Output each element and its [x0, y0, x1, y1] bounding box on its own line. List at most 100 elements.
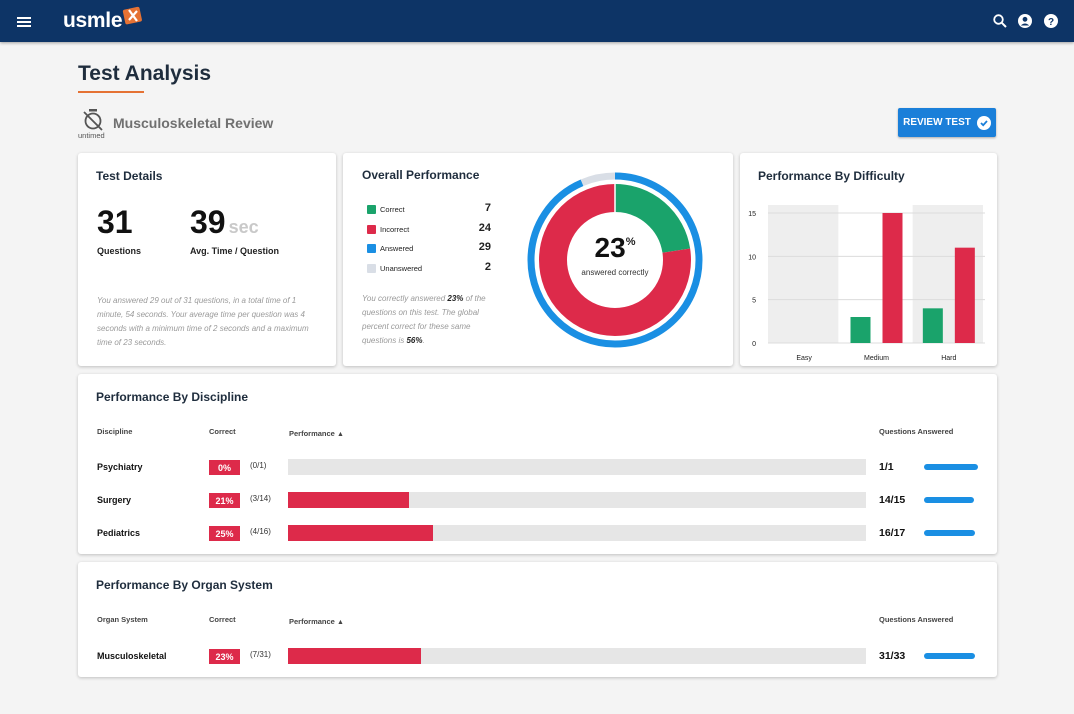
test-summary-text: You answered 29 out of 31 questions, in …	[97, 296, 309, 347]
percent-correct-badge: 0%	[209, 460, 240, 475]
questions-answered-count: 31/33	[879, 650, 906, 662]
difficulty-bar-chart: 0 5 10 15 Easy Medium Hard	[748, 205, 985, 362]
legend-swatch	[367, 264, 376, 273]
y-tick-label: 10	[748, 254, 756, 261]
legend-label: Correct	[380, 205, 405, 214]
answered-bar-track	[924, 497, 978, 503]
organ-system-title: Performance By Organ System	[96, 578, 273, 592]
discipline-title: Performance By Discipline	[96, 390, 249, 404]
page-title: Test Analysis	[78, 62, 212, 85]
organ-correct-col-header[interactable]: Correct	[209, 615, 236, 624]
percent-correct-badge: 21%	[209, 493, 240, 508]
correct-fraction: (4/16)	[250, 527, 271, 536]
account-icon[interactable]	[1017, 13, 1033, 29]
note-middle: of the questions on this test. The globa…	[362, 294, 486, 345]
svg-text:?: ?	[1048, 17, 1054, 28]
category-band	[768, 205, 839, 343]
performance-bar-fill	[288, 525, 433, 541]
performance-col-label: Performance	[289, 429, 335, 438]
search-icon[interactable]	[992, 13, 1008, 29]
test-details-card	[78, 153, 336, 366]
legend-label: Unanswered	[380, 264, 423, 273]
logo-text: usmle	[63, 9, 123, 32]
test-details-title: Test Details	[96, 169, 163, 183]
discipline-col-header[interactable]: Discipline	[97, 427, 133, 436]
avg-time: 39 sec	[190, 204, 259, 241]
legend-item-answered: Answered 29	[367, 241, 491, 255]
correct-col-header[interactable]: Correct	[209, 427, 236, 436]
bar-medium-1	[882, 213, 903, 343]
percent-sign: %	[625, 236, 636, 248]
check-circle-icon	[976, 115, 991, 130]
timing-mode-label: untimed	[78, 131, 105, 140]
correct-fraction: (3/14)	[250, 494, 271, 503]
answered-bar-fill	[924, 464, 978, 470]
organ-performance-col-label: Performance	[289, 617, 335, 626]
test-name: Musculoskeletal Review	[113, 115, 274, 131]
note-user-percent: 23%	[447, 294, 464, 303]
donut-center: 23%	[560, 232, 670, 264]
bar-hard-0	[922, 308, 943, 343]
overall-performance-title: Overall Performance	[362, 168, 480, 182]
bar-medium-0	[850, 317, 871, 343]
performance-bar-track	[288, 648, 866, 664]
bar-hard-1	[954, 247, 975, 343]
menu-icon[interactable]	[17, 17, 31, 27]
legend-label: Incorrect	[380, 225, 410, 234]
y-tick-label: 0	[752, 341, 756, 348]
x-tick-label: Medium	[864, 355, 889, 362]
note-prefix: You correctly answered	[362, 294, 448, 303]
help-icon[interactable]: ?	[1043, 13, 1059, 29]
stopwatch-off-icon	[83, 109, 103, 131]
x-tick-label: Easy	[796, 355, 812, 362]
row-name: Psychiatry	[97, 462, 143, 472]
legend-swatch	[367, 225, 376, 234]
avg-time-unit: sec	[228, 217, 259, 237]
questions-answered-count: 16/17	[879, 527, 906, 539]
performance-bar-track	[288, 459, 866, 475]
performance-bar-track	[288, 525, 866, 541]
legend-item-correct: Correct 7	[367, 202, 491, 216]
legend-label: Answered	[380, 244, 414, 253]
performance-bar-fill	[288, 492, 410, 508]
legend-value: 7	[484, 202, 491, 214]
answered-bar-fill	[924, 497, 975, 503]
title-underline	[78, 91, 144, 93]
performance-bar-fill	[288, 648, 421, 664]
row-name: Surgery	[97, 495, 132, 505]
answered-bar-fill	[924, 653, 975, 659]
questions-answered-count: 14/15	[879, 494, 906, 506]
y-tick-label: 5	[752, 298, 756, 305]
difficulty-title: Performance By Difficulty	[758, 169, 905, 183]
review-test-button[interactable]: REVIEW TEST	[898, 108, 996, 137]
legend-swatch	[367, 244, 376, 253]
performance-bar-track	[288, 492, 866, 508]
sort-ascending-icon: ▲	[336, 431, 344, 438]
answered-bar-track	[924, 653, 978, 659]
unanswered-arc	[527, 172, 703, 348]
answered-col-header[interactable]: Questions Answered	[879, 427, 954, 436]
legend-swatch	[367, 205, 376, 214]
performance-donut-chart	[527, 172, 703, 348]
organ-performance-col-header[interactable]: Performance ▲	[289, 617, 344, 626]
performance-col-header[interactable]: Performance ▲	[289, 429, 344, 438]
row-name: Musculoskeletal	[97, 651, 167, 661]
avg-time-label: Avg. Time / Question	[190, 246, 280, 256]
legend-item-incorrect: Incorrect 24	[367, 222, 491, 236]
y-tick-label: 15	[748, 211, 756, 218]
questions-label: Questions	[97, 246, 142, 256]
legend-item-unanswered: Unanswered 2	[367, 261, 491, 275]
percent-correct: 23	[594, 232, 626, 263]
organ-answered-col-header[interactable]: Questions Answered	[879, 615, 954, 624]
organ-system-col-header[interactable]: Organ System	[97, 615, 148, 624]
questions-count: 31	[97, 204, 133, 240]
legend-value: 29	[478, 241, 491, 253]
legend-value: 24	[478, 222, 491, 234]
row-name: Pediatrics	[97, 528, 141, 538]
percent-correct-badge: 25%	[209, 526, 240, 541]
review-test-label: REVIEW TEST	[903, 117, 971, 128]
correct-fraction: (7/31)	[250, 650, 271, 659]
percent-correct-badge: 23%	[209, 649, 240, 664]
top-navigation-bar: usmle ?	[0, 0, 1074, 42]
questions-answered-count: 1/1	[879, 461, 894, 473]
